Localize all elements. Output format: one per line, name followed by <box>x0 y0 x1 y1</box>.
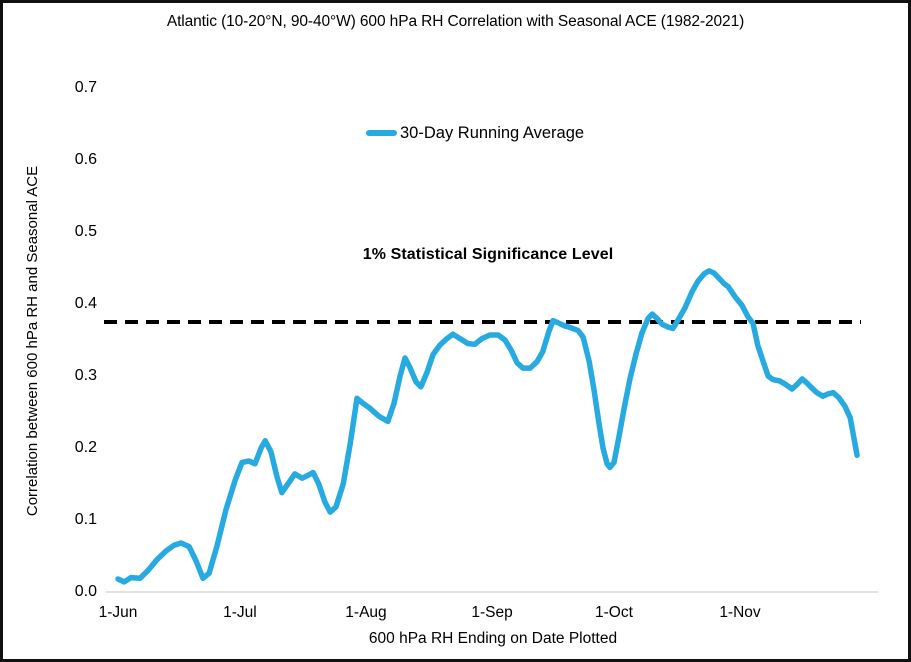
legend-line-swatch <box>366 130 397 136</box>
y-tick-label: 0.2 <box>74 439 97 456</box>
significance-level-label: 1% Statistical Significance Level <box>362 246 614 263</box>
y-tick-label: 0.3 <box>74 367 97 384</box>
x-tick-label: 1-Aug <box>345 604 387 621</box>
legend: 30-Day Running Average <box>366 121 584 145</box>
y-tick-label: 0.7 <box>74 79 97 96</box>
x-tick-label: 1-Jun <box>98 604 138 621</box>
x-tick-label: 1-Jul <box>223 604 257 621</box>
x-tick-label: 1-Oct <box>595 604 633 621</box>
y-axis-title: Correlation between 600 hPa RH and Seaso… <box>24 165 41 517</box>
x-axis-title: 600 hPa RH Ending on Date Plotted <box>368 630 618 647</box>
x-tick-label: 1-Nov <box>719 604 761 621</box>
running-average-line <box>115 268 860 585</box>
y-tick-label: 0.6 <box>74 151 97 168</box>
y-tick-label: 0.5 <box>74 223 97 240</box>
x-tick-label: 1-Sep <box>471 604 513 621</box>
y-tick-label: 0.1 <box>74 511 97 528</box>
y-tick-label: 0.0 <box>74 583 97 600</box>
legend-label: 30-Day Running Average <box>400 123 585 142</box>
chart-title: Atlantic (10-20°N, 90-40°W) 600 hPa RH C… <box>166 13 745 30</box>
y-tick-label: 0.4 <box>74 295 97 312</box>
